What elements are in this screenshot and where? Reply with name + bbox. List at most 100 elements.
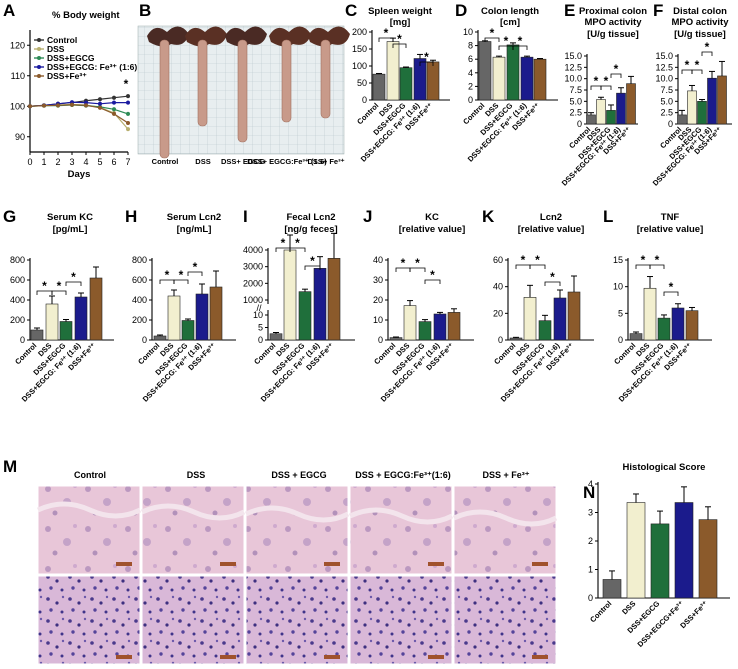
a-legend-entry: DSS+EGCG <box>47 53 95 63</box>
panel-g-bar <box>59 321 73 341</box>
a-y-tick-label: 90 <box>15 132 25 142</box>
panel-e-bar <box>596 99 606 125</box>
panel-j-significance-bracket <box>424 279 441 284</box>
panel-d-bar <box>478 41 492 101</box>
panel-i-y-tick-label: 10 <box>253 310 263 320</box>
panel-h-significance-bracket <box>173 279 189 284</box>
panel-n-y-tick-label: 1 <box>588 565 593 575</box>
panel-f-title: MPO activity <box>671 17 729 28</box>
panel-g-bar-chart: Serum KC[pg/mL]0200400600800ControlDSSDS… <box>10 212 114 404</box>
panel-k-y-tick-label: 60 <box>493 255 503 265</box>
panel-g-significance-star: * <box>42 279 47 293</box>
panel-d-y-tick-label: 10 <box>463 27 473 37</box>
photo-label-dss: DSS <box>195 157 210 166</box>
panel-i-bar <box>298 291 312 341</box>
panel-d-significance-star: * <box>518 34 523 48</box>
panel-h-title: Serum Lcn2 <box>167 212 221 223</box>
panel-g-title: Serum KC <box>47 212 93 223</box>
colon-cecum <box>225 26 267 47</box>
panel-d-unit: [cm] <box>500 17 520 28</box>
histology-lumen <box>244 505 350 523</box>
panel-h-bar <box>181 320 195 341</box>
a-x-tick-label: 2 <box>55 157 60 167</box>
colon-cecum <box>308 26 350 47</box>
colon-tissue <box>281 39 292 123</box>
panel-c-y-tick-label: 200 <box>352 27 367 37</box>
panel-k-bar <box>523 297 537 341</box>
a-legend-marker <box>37 47 41 51</box>
a-point <box>126 127 130 132</box>
panel-n-title: Histological Score <box>623 462 706 473</box>
photo-label-dss-fe: DSS+ Fe³⁺ <box>307 157 344 166</box>
a-point <box>112 95 116 100</box>
colon-tissue <box>197 39 208 127</box>
histology-tile-low <box>453 485 557 575</box>
panel-k-significance-star: * <box>550 270 555 284</box>
panel-j-unit: [relative value] <box>399 224 466 235</box>
panel-h-bar <box>209 286 223 341</box>
panel-c-significance-star: * <box>384 26 389 40</box>
panel-letter-j: J <box>363 207 372 226</box>
panel-c-y-tick-label: 0 <box>362 95 367 105</box>
panel-j-significance-star: * <box>401 256 406 270</box>
panel-j-bar <box>403 305 417 341</box>
panel-h-significance-star: * <box>193 260 198 274</box>
a-point <box>126 111 130 116</box>
histology-scale-bar <box>532 562 548 566</box>
panel-f-y-tick-label: 10.0 <box>655 74 673 84</box>
panel-j-bar <box>418 321 432 341</box>
panel-k-title: Lcn2 <box>540 212 562 223</box>
panel-j-y-tick-label: 40 <box>373 255 383 265</box>
panel-d-title: Colon length <box>481 6 539 17</box>
a-x-tick-label: 6 <box>111 157 116 167</box>
panel-d-bar <box>506 44 520 101</box>
panel-f-y-tick-label: 5.0 <box>660 96 673 106</box>
histology-tile-low <box>349 485 453 575</box>
histology-scale-bar <box>116 562 132 566</box>
panel-j-significance-bracket <box>409 267 426 272</box>
panel-f-significance-bracket <box>691 69 703 74</box>
panel-c-y-tick-label: 100 <box>352 61 367 71</box>
panel-k-significance-bracket <box>529 264 546 269</box>
panel-n-bar <box>698 519 718 599</box>
histology-lumen <box>140 503 246 521</box>
panel-g-bar <box>74 296 88 341</box>
panel-d-y-tick-label: 2 <box>468 81 473 91</box>
colon-tissue <box>159 39 170 159</box>
panel-letter-g: G <box>3 207 16 226</box>
panel-e-y-tick-label: 10.0 <box>564 74 582 84</box>
panel-c-significance-star: * <box>424 50 429 64</box>
histology-tile-high <box>349 575 453 665</box>
panel-e-bar <box>626 83 636 125</box>
colon-tissue <box>237 39 248 143</box>
panel-i-significance-star: * <box>310 254 315 268</box>
panel-g-bar <box>45 303 59 341</box>
panel-e-bar <box>616 92 626 125</box>
panel-f-significance-bracket <box>701 51 713 56</box>
a-x-tick-label: 7 <box>125 157 130 167</box>
panel-f-bar <box>677 114 687 125</box>
panel-e-bar <box>606 110 616 125</box>
panel-e-y-tick-label: 5.0 <box>569 96 582 106</box>
a-point <box>126 121 130 126</box>
panel-k-bar <box>567 291 581 341</box>
panel-k-significance-star: * <box>535 253 540 267</box>
panel-f-significance-star: * <box>705 40 710 54</box>
panel-f-significance-star: * <box>695 58 700 72</box>
a-y-tick-label: 110 <box>11 71 25 81</box>
panel-c-bar <box>399 67 413 101</box>
panel-g-category-label: Control <box>13 341 38 366</box>
a-series-line <box>29 104 129 124</box>
panel-f-y-tick-label: 15.0 <box>655 51 673 61</box>
histology-tile-high <box>141 575 245 665</box>
a-point <box>98 101 102 106</box>
panel-j-bar <box>447 312 461 341</box>
panel-letter-k: K <box>482 207 495 226</box>
panel-h-bar <box>167 295 181 341</box>
panel-j-y-tick-label: 0 <box>378 335 383 345</box>
panel-h-bar <box>195 293 209 341</box>
panel-g-y-tick-label: 600 <box>10 275 25 285</box>
